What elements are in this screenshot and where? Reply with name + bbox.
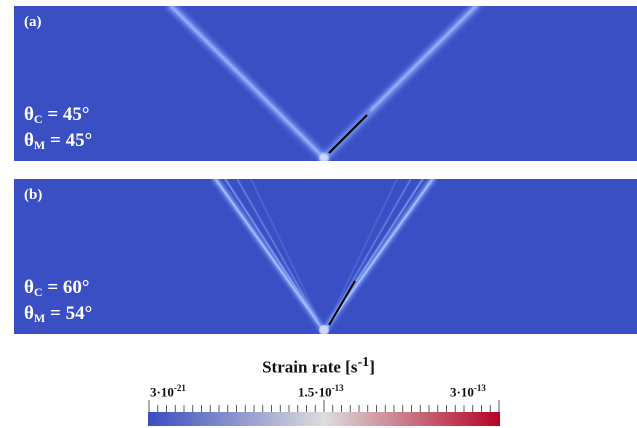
theta-c-label: θC = 45° xyxy=(24,104,90,126)
strain-field-b xyxy=(211,179,437,334)
colorbar xyxy=(148,400,500,426)
colorbar-mid-label: 1.5·10-13 xyxy=(298,383,344,400)
theta-m-label: θM = 45° xyxy=(24,130,93,152)
panel-label: (b) xyxy=(24,187,43,203)
colorbar-min-label: 3·10-21 xyxy=(150,383,186,400)
shear-band-right-3 xyxy=(323,179,412,332)
colorbar-max-label: 3·10-13 xyxy=(450,383,486,400)
reference-line xyxy=(328,114,368,154)
singularity-point xyxy=(319,325,329,334)
shear-band-right-1 xyxy=(323,179,434,332)
shear-band-left-3 xyxy=(236,179,325,332)
theta-c-label: θC = 60° xyxy=(24,277,90,299)
theta-m-label: θM = 54° xyxy=(24,303,93,325)
colorbar-gradient xyxy=(148,412,500,426)
panel-a: (a) θC = 45° θM = 45° xyxy=(14,6,637,161)
colorbar-ticks xyxy=(148,400,500,412)
shear-band-left-2 xyxy=(224,179,325,332)
panel-b: (b) θC = 60° θM = 54° xyxy=(14,179,637,334)
shear-band-left-4 xyxy=(250,179,325,332)
singularity-point xyxy=(319,153,329,161)
reference-line xyxy=(328,280,356,326)
panel-label: (a) xyxy=(24,14,42,30)
strain-field-a xyxy=(166,6,481,161)
shear-band-right-4 xyxy=(323,179,398,332)
shear-band-left-1 xyxy=(214,179,325,332)
shear-band-right-core xyxy=(369,6,478,112)
colorbar-title: Strain rate [s-1] xyxy=(262,354,375,377)
shear-band-left-core xyxy=(169,6,325,159)
